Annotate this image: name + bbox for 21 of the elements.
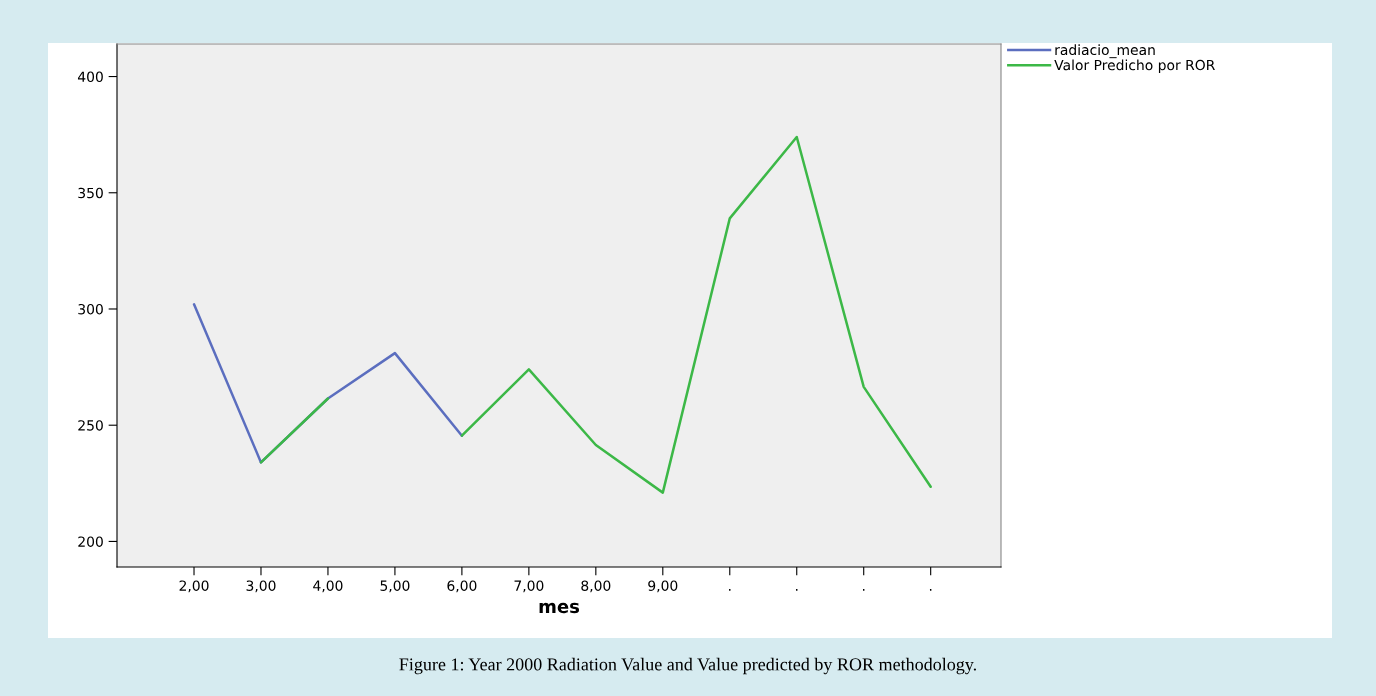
y-tick-label: 350 <box>78 187 103 199</box>
y-tick-label: 250 <box>78 420 103 431</box>
x-tick-label: 8,00 <box>581 580 611 593</box>
x-tick-label: 2,00 <box>179 580 209 593</box>
legend-label: Valor Predicho por ROR <box>1054 59 1215 73</box>
x-tick-label: . <box>796 589 798 591</box>
legend-label: radiacio_mean <box>1055 44 1155 59</box>
y-tick-label: 400 <box>77 71 103 83</box>
x-tick-label: 9,00 <box>648 580 678 593</box>
x-tick-label: . <box>729 589 731 591</box>
caption: Figure 1: Year 2000 Radiation Value and Value predicted by ROR methodology. <box>399 657 976 675</box>
x-tick-label: . <box>862 589 865 591</box>
x-tick-label: 4,00 <box>313 580 343 593</box>
y-tick-label: 200 <box>78 536 103 547</box>
y-tick-label: 300 <box>78 303 103 315</box>
x-tick-label: 6,00 <box>447 580 477 593</box>
x-tick-label: . <box>929 589 932 591</box>
x-tick-label: 7,00 <box>514 580 544 593</box>
x-axis-title: mes <box>539 602 580 614</box>
x-tick-label: 5,00 <box>380 580 410 593</box>
x-tick-label: 3,00 <box>246 580 276 593</box>
